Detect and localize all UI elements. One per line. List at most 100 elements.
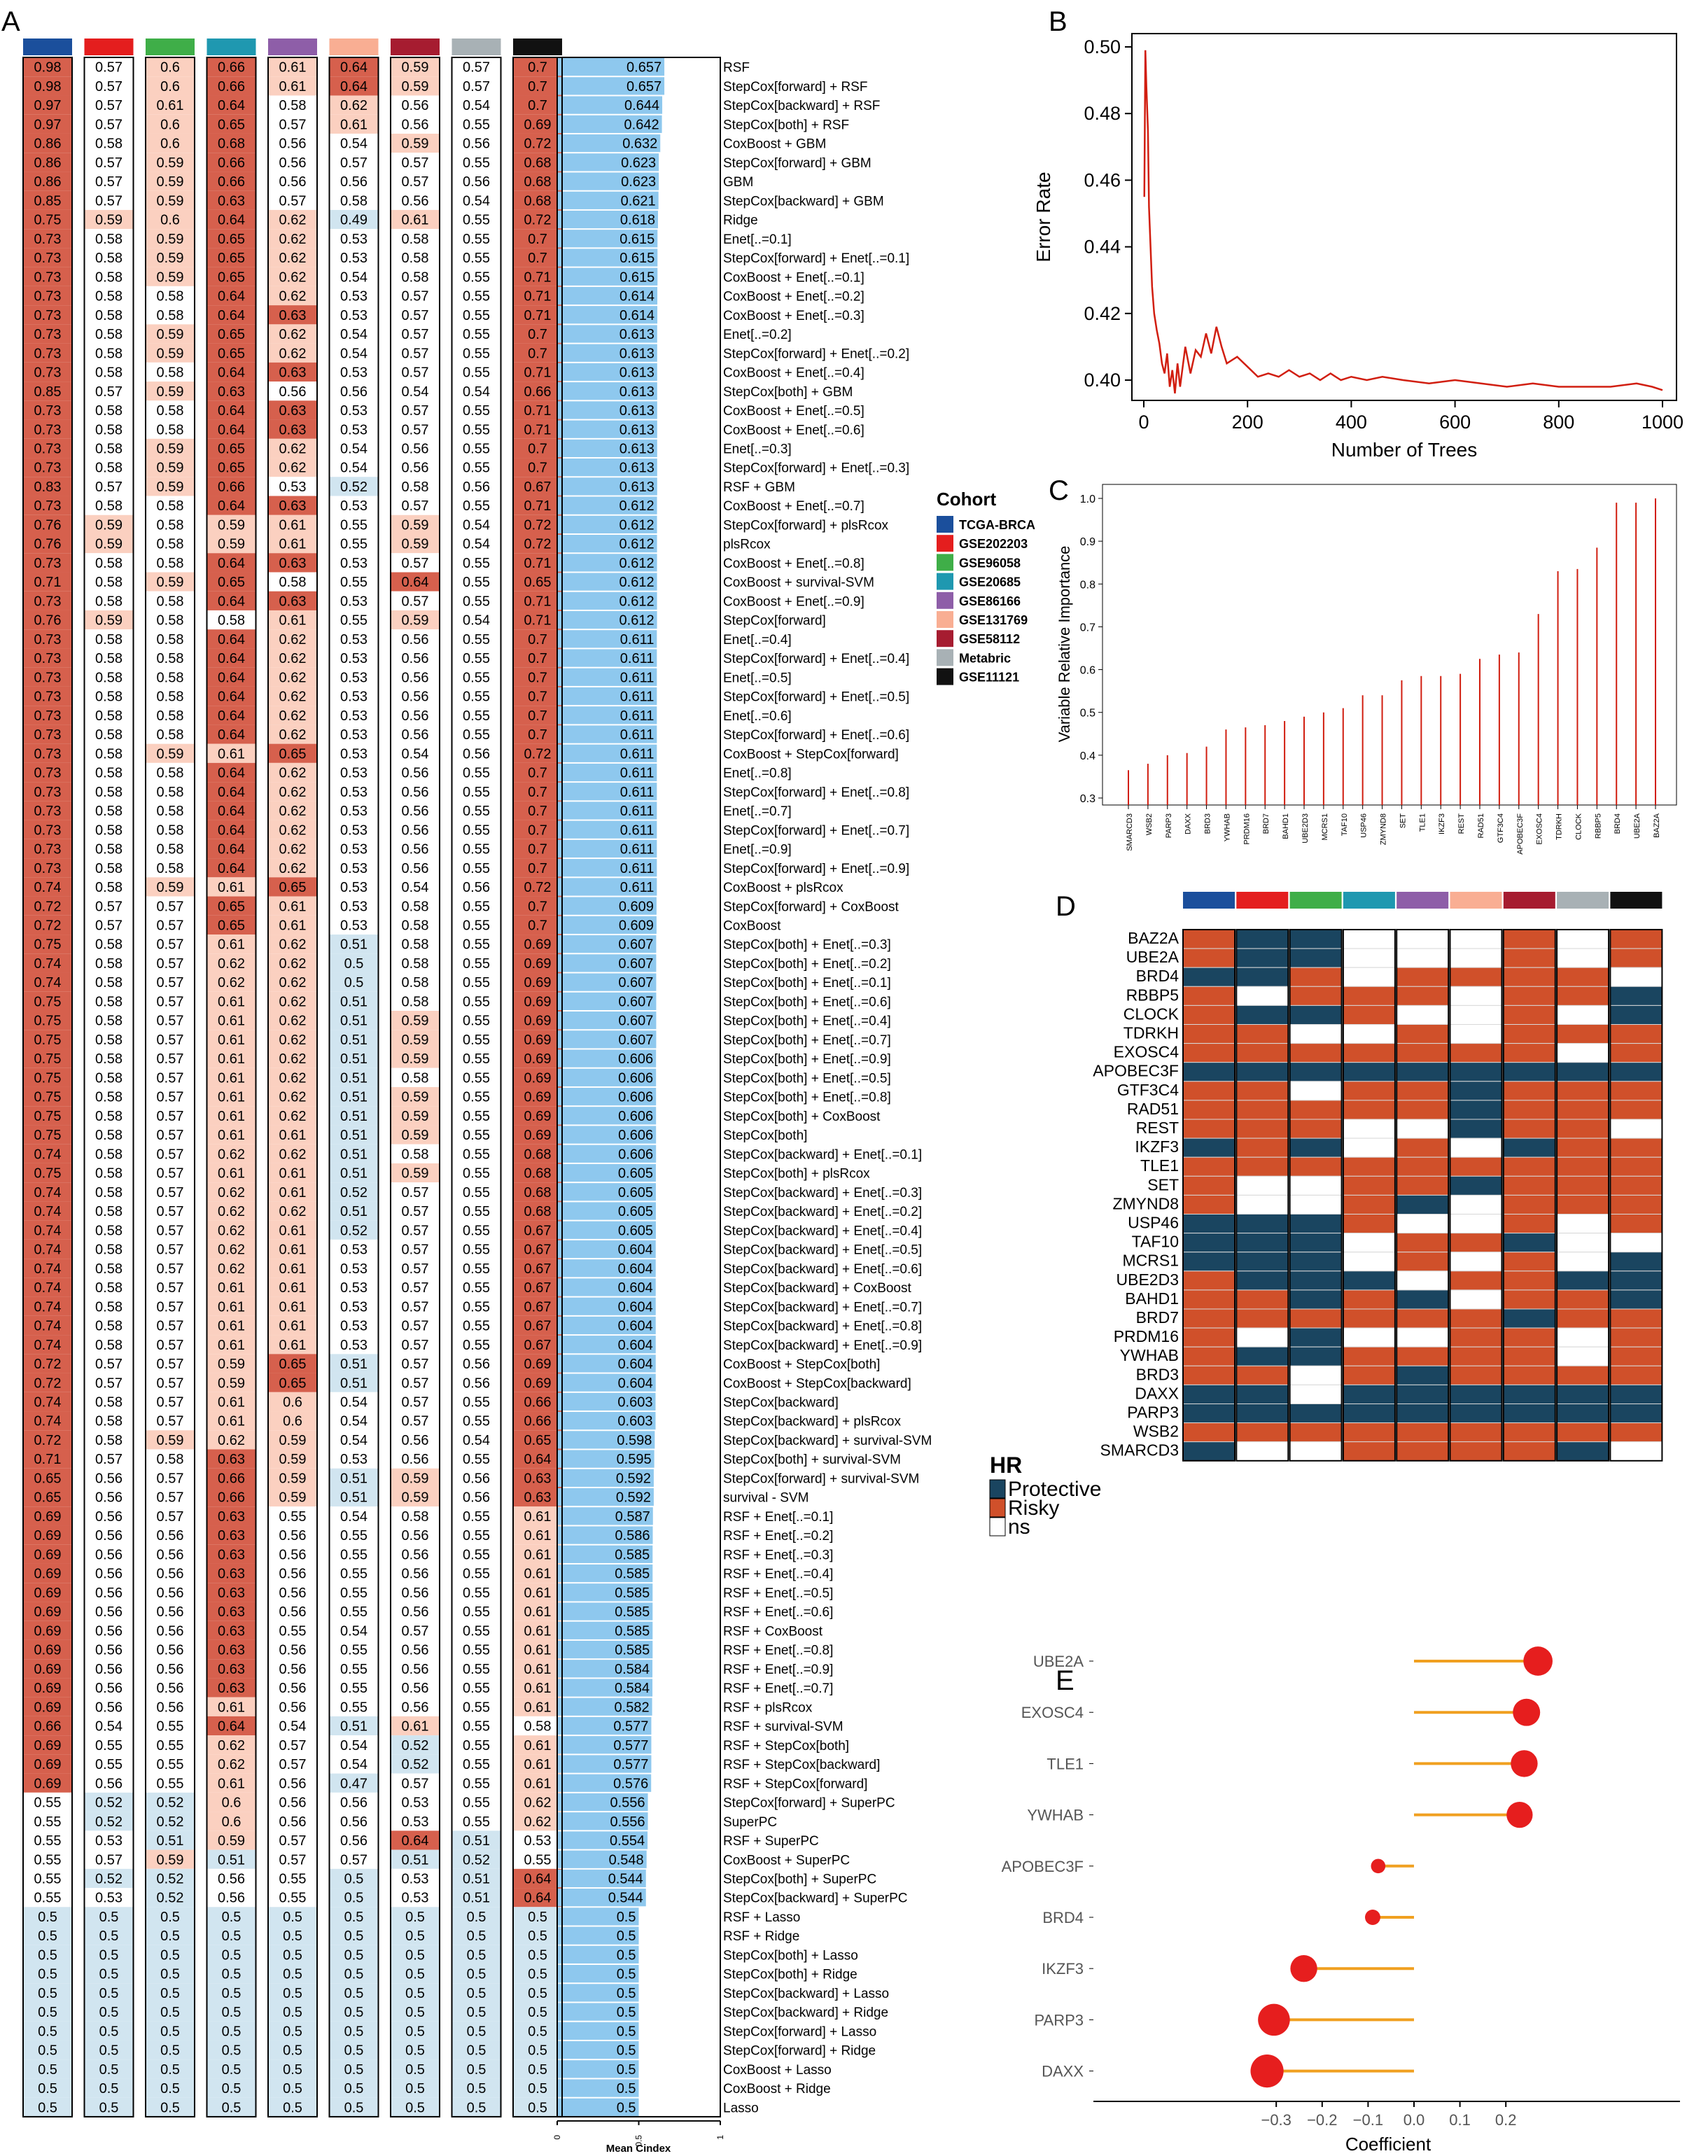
hr-cell	[1182, 986, 1236, 1006]
heatmap-cell-value: 0.55	[463, 155, 490, 171]
heatmap-cell-value: 0.59	[402, 537, 429, 552]
heatmap-cell	[329, 209, 379, 230]
heatmap-cell	[391, 1354, 440, 1373]
hr-cell	[1396, 986, 1449, 1006]
heatmap-cell	[451, 972, 501, 992]
heatmap-cell-value: 0.58	[157, 861, 184, 876]
heatmap-cell-value: 0.75	[34, 1166, 62, 1182]
heatmap-cell-value: 0.57	[402, 556, 429, 571]
heatmap-cell	[513, 801, 562, 820]
heatmap-cell	[391, 2078, 440, 2098]
heatmap-cell	[206, 858, 256, 878]
heatmap-cell-value: 0.56	[463, 880, 490, 895]
heatmap-cell	[84, 477, 134, 496]
heatmap-cell	[513, 1239, 562, 1259]
heatmap-cell	[206, 1354, 256, 1373]
heatmap-cell-value: 0.55	[463, 727, 490, 743]
hr-cell	[1236, 1138, 1289, 1158]
heatmap-cell	[206, 209, 256, 230]
mean-cindex-bar	[557, 496, 657, 514]
heatmap-cell	[513, 1201, 562, 1221]
heatmap-cell-value: 0.59	[279, 1490, 307, 1506]
heatmap-cell	[451, 1659, 501, 1679]
heatmap-cell	[329, 648, 379, 668]
algorithm-label: Enet[..=0.3]	[723, 442, 792, 457]
heatmap-cell	[268, 934, 317, 954]
heatmap-cell	[206, 114, 256, 134]
heatmap-cell-value: 0.58	[95, 1128, 122, 1143]
heatmap-cell-value: 0.55	[463, 1185, 490, 1200]
panel-label-e: E	[1056, 1665, 1074, 1696]
heatmap-cell	[391, 267, 440, 286]
heatmap-cell-value: 0.74	[34, 1319, 62, 1334]
cohort-legend-label: Metabric	[959, 651, 1011, 665]
heatmap-cell-value: 0.55	[463, 804, 490, 819]
heatmap-cell	[513, 1030, 562, 1049]
heatmap-cell-value: 0.62	[218, 1223, 245, 1238]
heatmap-cell	[23, 991, 72, 1011]
heatmap-cell-value: 0.5	[344, 1910, 364, 1925]
heatmap-cell	[84, 1583, 134, 1602]
heatmap-cell	[391, 1812, 440, 1831]
mean-cindex-bar	[557, 1602, 653, 1620]
heatmap-cell	[23, 95, 72, 115]
hr-cell	[1343, 1270, 1396, 1291]
algorithm-label: StepCox[both] + Enet[..=0.2]	[723, 957, 891, 972]
heatmap-cell	[23, 1506, 72, 1526]
x-tick-label: 800	[1543, 412, 1574, 433]
algorithm-label: StepCox[forward] + GBM	[723, 156, 872, 171]
heatmap-cell	[146, 534, 195, 554]
mean-cindex-bar	[557, 477, 657, 496]
heatmap-cell-value: 0.71	[524, 289, 552, 304]
heatmap-cell	[84, 1830, 134, 1850]
gene-label: UBE2D3	[1116, 1270, 1179, 1289]
heatmap-cell-value: 0.57	[157, 1242, 184, 1258]
heatmap-cell	[23, 572, 72, 592]
heatmap-cell	[513, 1049, 562, 1068]
heatmap-cell-value: 0.55	[340, 1643, 368, 1658]
hr-cell	[1182, 1024, 1236, 1044]
heatmap-cell-value: 0.69	[34, 1547, 62, 1562]
hr-cell	[1609, 1308, 1662, 1329]
heatmap-cell-value: 0.5	[38, 1986, 57, 2001]
heatmap-cell-value: 0.62	[279, 442, 307, 457]
gene-label: MCRS1	[1122, 1252, 1179, 1270]
heatmap-cell-value: 0.55	[463, 1109, 490, 1124]
heatmap-cell	[513, 153, 562, 172]
heatmap-cell-value: 0.65	[218, 575, 245, 590]
hr-cell	[1396, 1138, 1449, 1158]
mean-cindex-bar	[557, 554, 657, 572]
heatmap-cell	[84, 1716, 134, 1736]
heatmap-cell-value: 0.75	[34, 1070, 62, 1086]
heatmap-cell	[23, 305, 72, 325]
gene-label: BAHD1	[1125, 1289, 1179, 1308]
heatmap-cell-value: 0.5	[344, 1928, 364, 1944]
error-rate-line	[1143, 50, 1663, 394]
heatmap-cell	[268, 534, 317, 554]
heatmap-cell-value: 0.55	[463, 1509, 490, 1525]
heatmap-cell-value: 0.72	[34, 918, 62, 934]
heatmap-cell	[391, 1278, 440, 1297]
heatmap-cell-value: 0.7	[528, 899, 547, 914]
heatmap-cell	[451, 248, 501, 267]
hr-legend-label: Protective	[1008, 1478, 1101, 1501]
hr-cell	[1289, 1289, 1343, 1310]
heatmap-cell	[329, 1163, 379, 1183]
hr-cell	[1182, 1308, 1236, 1329]
heatmap-cell	[268, 1659, 317, 1679]
heatmap-cell-value: 0.49	[340, 213, 368, 228]
heatmap-cell	[329, 591, 379, 610]
cohort-column-border	[451, 57, 502, 2118]
algorithm-label: Enet[..=0.6]	[723, 709, 792, 724]
heatmap-cell	[513, 972, 562, 992]
mean-cindex-bar	[557, 706, 657, 724]
heatmap-cell	[23, 1964, 72, 1984]
hr-cell	[1503, 1365, 1556, 1385]
hr-cell	[1503, 1175, 1556, 1196]
heatmap-cell-value: 0.55	[34, 1795, 62, 1811]
hr-cell	[1450, 1024, 1502, 1044]
cohort-column-border	[267, 57, 318, 2118]
heatmap-cell-value: 0.61	[524, 1547, 552, 1562]
heatmap-cell	[146, 419, 195, 439]
heatmap-cell-value: 0.54	[463, 1433, 490, 1448]
